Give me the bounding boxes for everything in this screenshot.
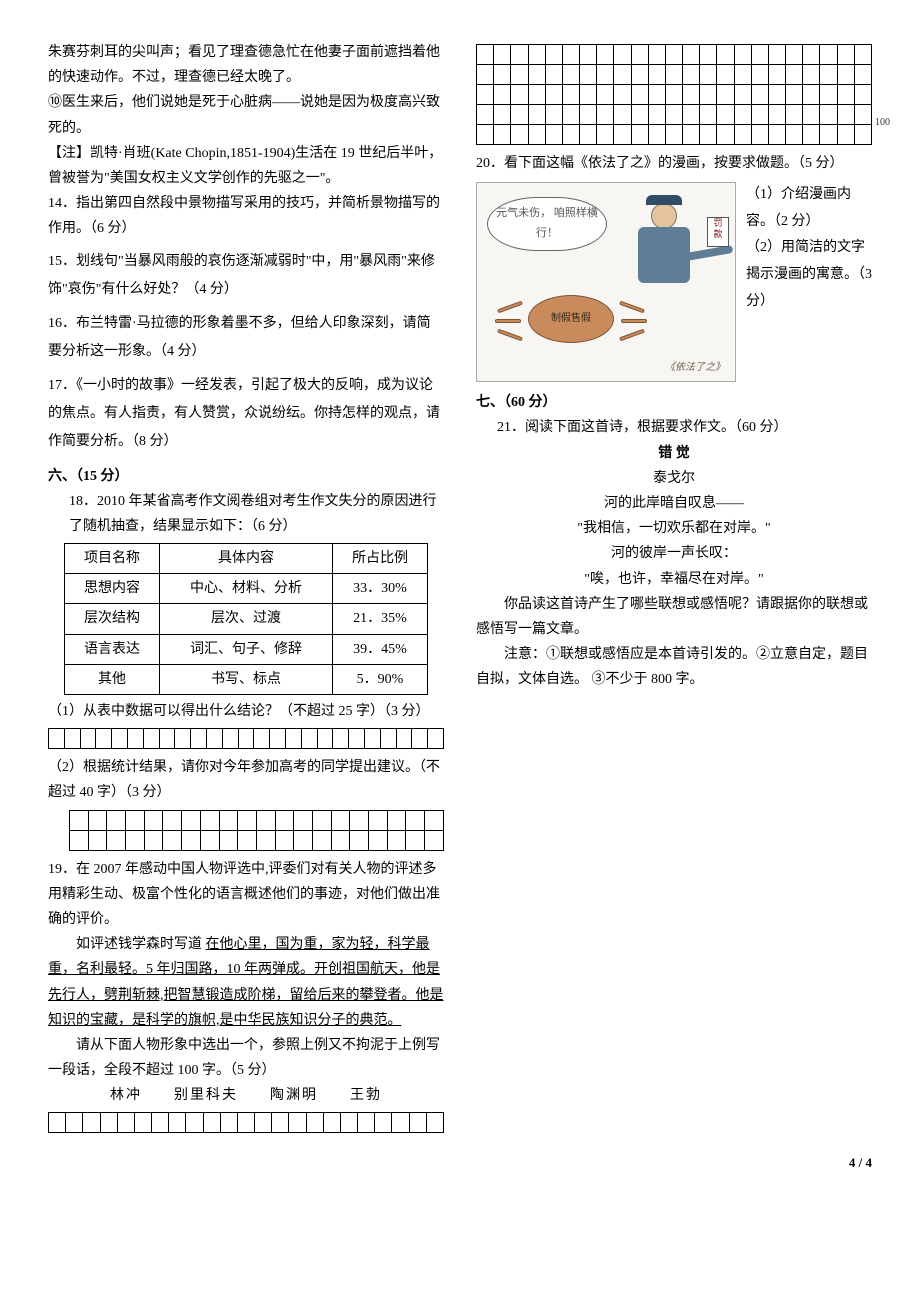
- page-footer: 4 / 4: [48, 1151, 872, 1174]
- cartoon-ticket: 罚 款: [707, 217, 729, 247]
- table-cell: 39．45%: [332, 634, 427, 664]
- poem-title: 错 觉: [476, 441, 872, 466]
- q20-sub2: （2）用简洁的文字揭示漫画的寓意。（3 分）: [746, 235, 872, 315]
- table-cell: 书写、标点: [160, 664, 333, 694]
- q19-p3: 请从下面人物形象中选出一个，参照上例又不拘泥于上例写一段话，全段不超过 100 …: [48, 1033, 444, 1083]
- q21-intro: 21．阅读下面这首诗，根据要求作文。（60 分）: [476, 415, 872, 440]
- left-note: 【注】凯特·肖班(Kate Chopin,1851-1904)生活在 19 世纪…: [48, 141, 444, 191]
- table-cell: 语言表达: [64, 634, 159, 664]
- q18-intro: 18．2010 年某省高考作文阅卷组对考生作文失分的原因进行了随机抽查，结果显示…: [48, 489, 444, 539]
- q21-p1: 你品读这首诗产生了哪些联想或感悟呢？请跟据你的联想或感悟写一篇文章。: [476, 592, 872, 642]
- q18-grid-1-wrap: [48, 728, 444, 749]
- q18-2: （2）根据统计结果，请你对今年参加高考的同学提出建议。（不超过 40 字）（3 …: [48, 755, 444, 805]
- q18-grid-2-wrap: [69, 810, 444, 851]
- section-6-heading: 六、（15 分）: [48, 464, 444, 489]
- poem-author: 泰戈尔: [476, 466, 872, 491]
- cartoon-crab: 制假售假: [511, 295, 631, 355]
- q19-p2-pre: 如评述钱学森时写道: [76, 937, 206, 952]
- cartoon-bubble: 元气未伤， 咱照样横行！: [487, 197, 607, 251]
- crab-label: 制假售假: [529, 310, 613, 328]
- q19-names: 林冲 别里科夫 陶渊明 王勃: [48, 1083, 444, 1108]
- q18-grid-2: [69, 810, 444, 851]
- top-answer-grid: [476, 44, 872, 145]
- q19-grid-wrap: [48, 1112, 444, 1133]
- poem-line-4: "唉，也许，幸福尽在对岸。": [476, 567, 872, 592]
- table-cell: 词汇、句子、修辞: [160, 634, 333, 664]
- left-para-2: ⑩医生来后，他们说她是死于心脏病——说她是因为极度高兴致死的。: [48, 90, 444, 140]
- cartoon-caption: 《依法了之》: [665, 359, 725, 377]
- q16: 16．布兰特雷·马拉德的形象着墨不多，但给人印象深刻，请简要分析这一形象。（4 …: [48, 310, 444, 366]
- q20-sub1: （1）介绍漫画内容。（2 分）: [746, 182, 872, 235]
- table-cell: 21．35%: [332, 604, 427, 634]
- q20-intro: 20．看下面这幅《依法了之》的漫画，按要求做题。（5 分）: [476, 151, 872, 176]
- q15: 15．划线句"当暴风雨般的哀伤逐渐减弱时"中，用"暴风雨"来修饰"哀伤"有什么好…: [48, 248, 444, 304]
- q19-grid: [48, 1112, 444, 1133]
- table-cell: 33．30%: [332, 574, 427, 604]
- q17: 17．《一小时的故事》一经发表，引起了极大的反响，成为议论的焦点。有人指责，有人…: [48, 372, 444, 456]
- q18-1: （1）从表中数据可以得出什么结论？（不超过 25 字）（3 分）: [48, 699, 444, 724]
- top-grid-wrap: 100: [476, 44, 872, 145]
- table-cell: 中心、材料、分析: [160, 574, 333, 604]
- q18-table: 项目名称 具体内容 所占比例 思想内容 中心、材料、分析 33．30% 层次结构…: [64, 543, 428, 695]
- table-cell: 层次、过渡: [160, 604, 333, 634]
- q14: 14．指出第四自然段中景物描写采用的技巧，并简析景物描写的作用。（6 分）: [48, 191, 444, 241]
- q19-p1: 19．在 2007 年感动中国人物评选中,评委们对有关人物的评述多用精彩生动、极…: [48, 857, 444, 933]
- table-cell: 思想内容: [64, 574, 159, 604]
- q18-th-1: 具体内容: [160, 544, 333, 574]
- q21-p2: 注意：①联想或感悟应是本首诗引发的。②立意自定，题目自拟，文体自选。 ③不少于 …: [476, 642, 872, 692]
- q18-grid-1: [48, 728, 444, 749]
- q18-th-2: 所占比例: [332, 544, 427, 574]
- q18-th-0: 项目名称: [64, 544, 159, 574]
- table-cell: 5．90%: [332, 664, 427, 694]
- table-cell: 层次结构: [64, 604, 159, 634]
- section-7-heading: 七、（60 分）: [476, 390, 872, 415]
- table-cell: 其他: [64, 664, 159, 694]
- poem-line-1: 河的此岸暗自叹息——: [476, 491, 872, 516]
- left-para-1: 朱赛芬刺耳的尖叫声；看见了理查德急忙在他妻子面前遮挡着他的快速动作。不过，理查德…: [48, 40, 444, 90]
- poem-line-2: "我相信，一切欢乐都在对岸。": [476, 516, 872, 541]
- q19-p2: 如评述钱学森时写道 在他心里，国为重，家为轻，科学最重，名利最轻。5 年归国路，…: [48, 932, 444, 1033]
- cartoon-image: 元气未伤， 咱照样横行！ 罚 款 制假售假 《依法了之》: [476, 182, 736, 382]
- poem-line-3: 河的彼岸一声长叹：: [476, 541, 872, 566]
